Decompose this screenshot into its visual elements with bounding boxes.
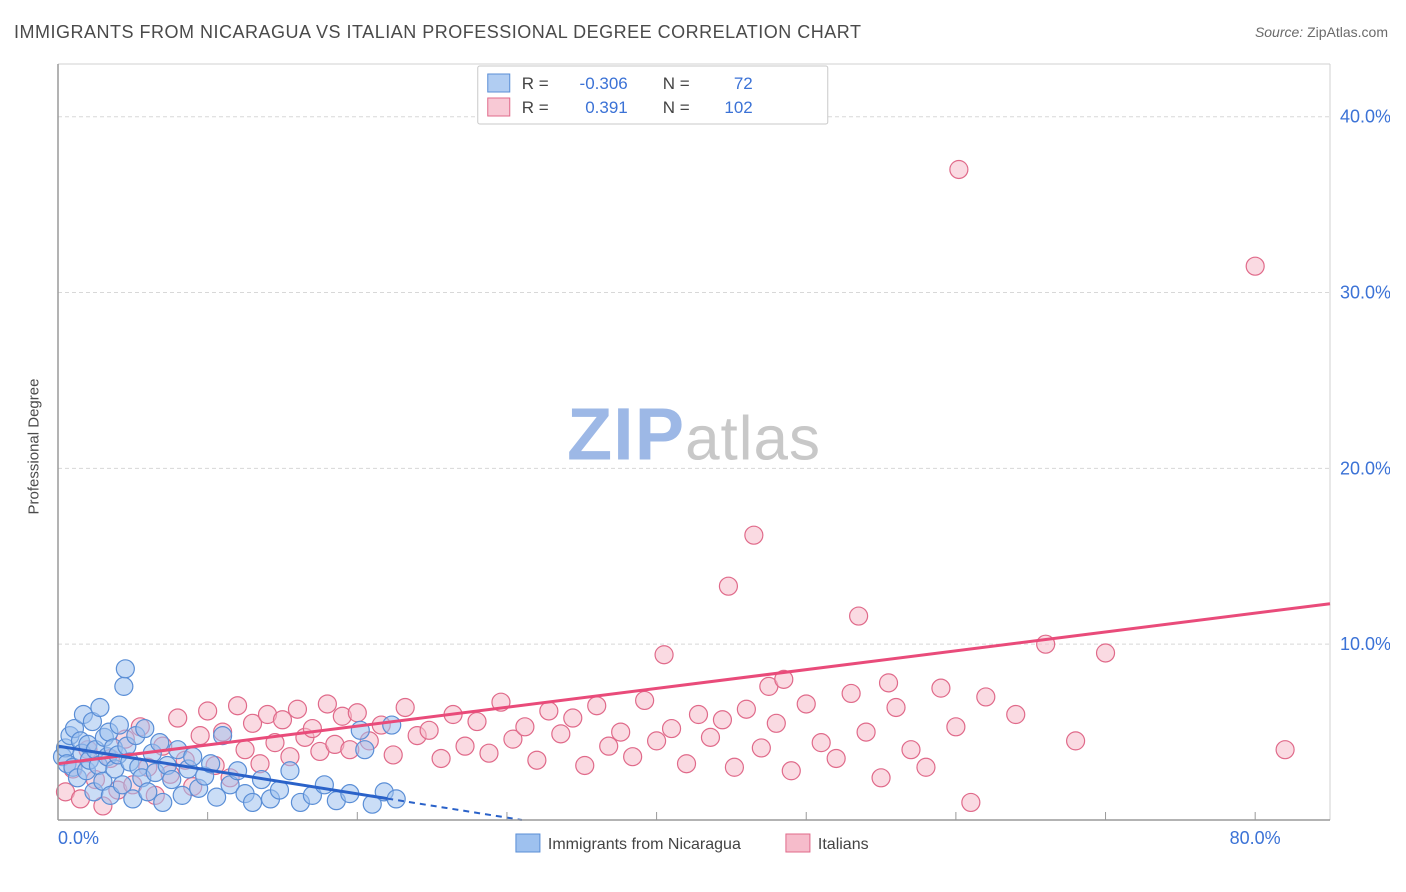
y-axis-label-wrap: Professional Degree (24, 0, 44, 892)
svg-text:40.0%: 40.0% (1340, 107, 1390, 127)
chart-svg: ZIPatlas 0.0% 80.0% 10.0% 20.0% 30.0% 40.0% R =… (50, 60, 1390, 860)
page: IMMIGRANTS FROM NICARAGUA VS ITALIAN PRO… (0, 0, 1406, 892)
source-value: ZipAtlas.com (1307, 24, 1388, 40)
svg-text:Italians: Italians (818, 836, 869, 853)
svg-text:-0.306: -0.306 (580, 74, 628, 93)
svg-text:0.391: 0.391 (585, 98, 628, 117)
source-credit: Source: ZipAtlas.com (1255, 24, 1388, 40)
svg-text:ZIPatlas: ZIPatlas (567, 393, 821, 476)
svg-text:72: 72 (734, 74, 753, 93)
chart-plot: ZIPatlas 0.0% 80.0% 10.0% 20.0% 30.0% 40.0% R =… (50, 60, 1390, 860)
svg-text:102: 102 (724, 98, 752, 117)
svg-text:R =: R = (522, 98, 549, 117)
svg-text:20.0%: 20.0% (1340, 458, 1390, 478)
svg-text:N =: N = (663, 74, 690, 93)
svg-text:N =: N = (663, 98, 690, 117)
source-label: Source: (1255, 24, 1303, 40)
svg-text:30.0%: 30.0% (1340, 283, 1390, 303)
y-axis-label: Professional Degree (26, 378, 43, 514)
svg-text:Immigrants from Nicaragua: Immigrants from Nicaragua (548, 836, 741, 853)
svg-text:R =: R = (522, 74, 549, 93)
svg-text:10.0%: 10.0% (1340, 634, 1390, 654)
svg-text:0.0%: 0.0% (58, 828, 99, 848)
chart-title: IMMIGRANTS FROM NICARAGUA VS ITALIAN PRO… (14, 22, 861, 43)
svg-text:80.0%: 80.0% (1230, 828, 1281, 848)
